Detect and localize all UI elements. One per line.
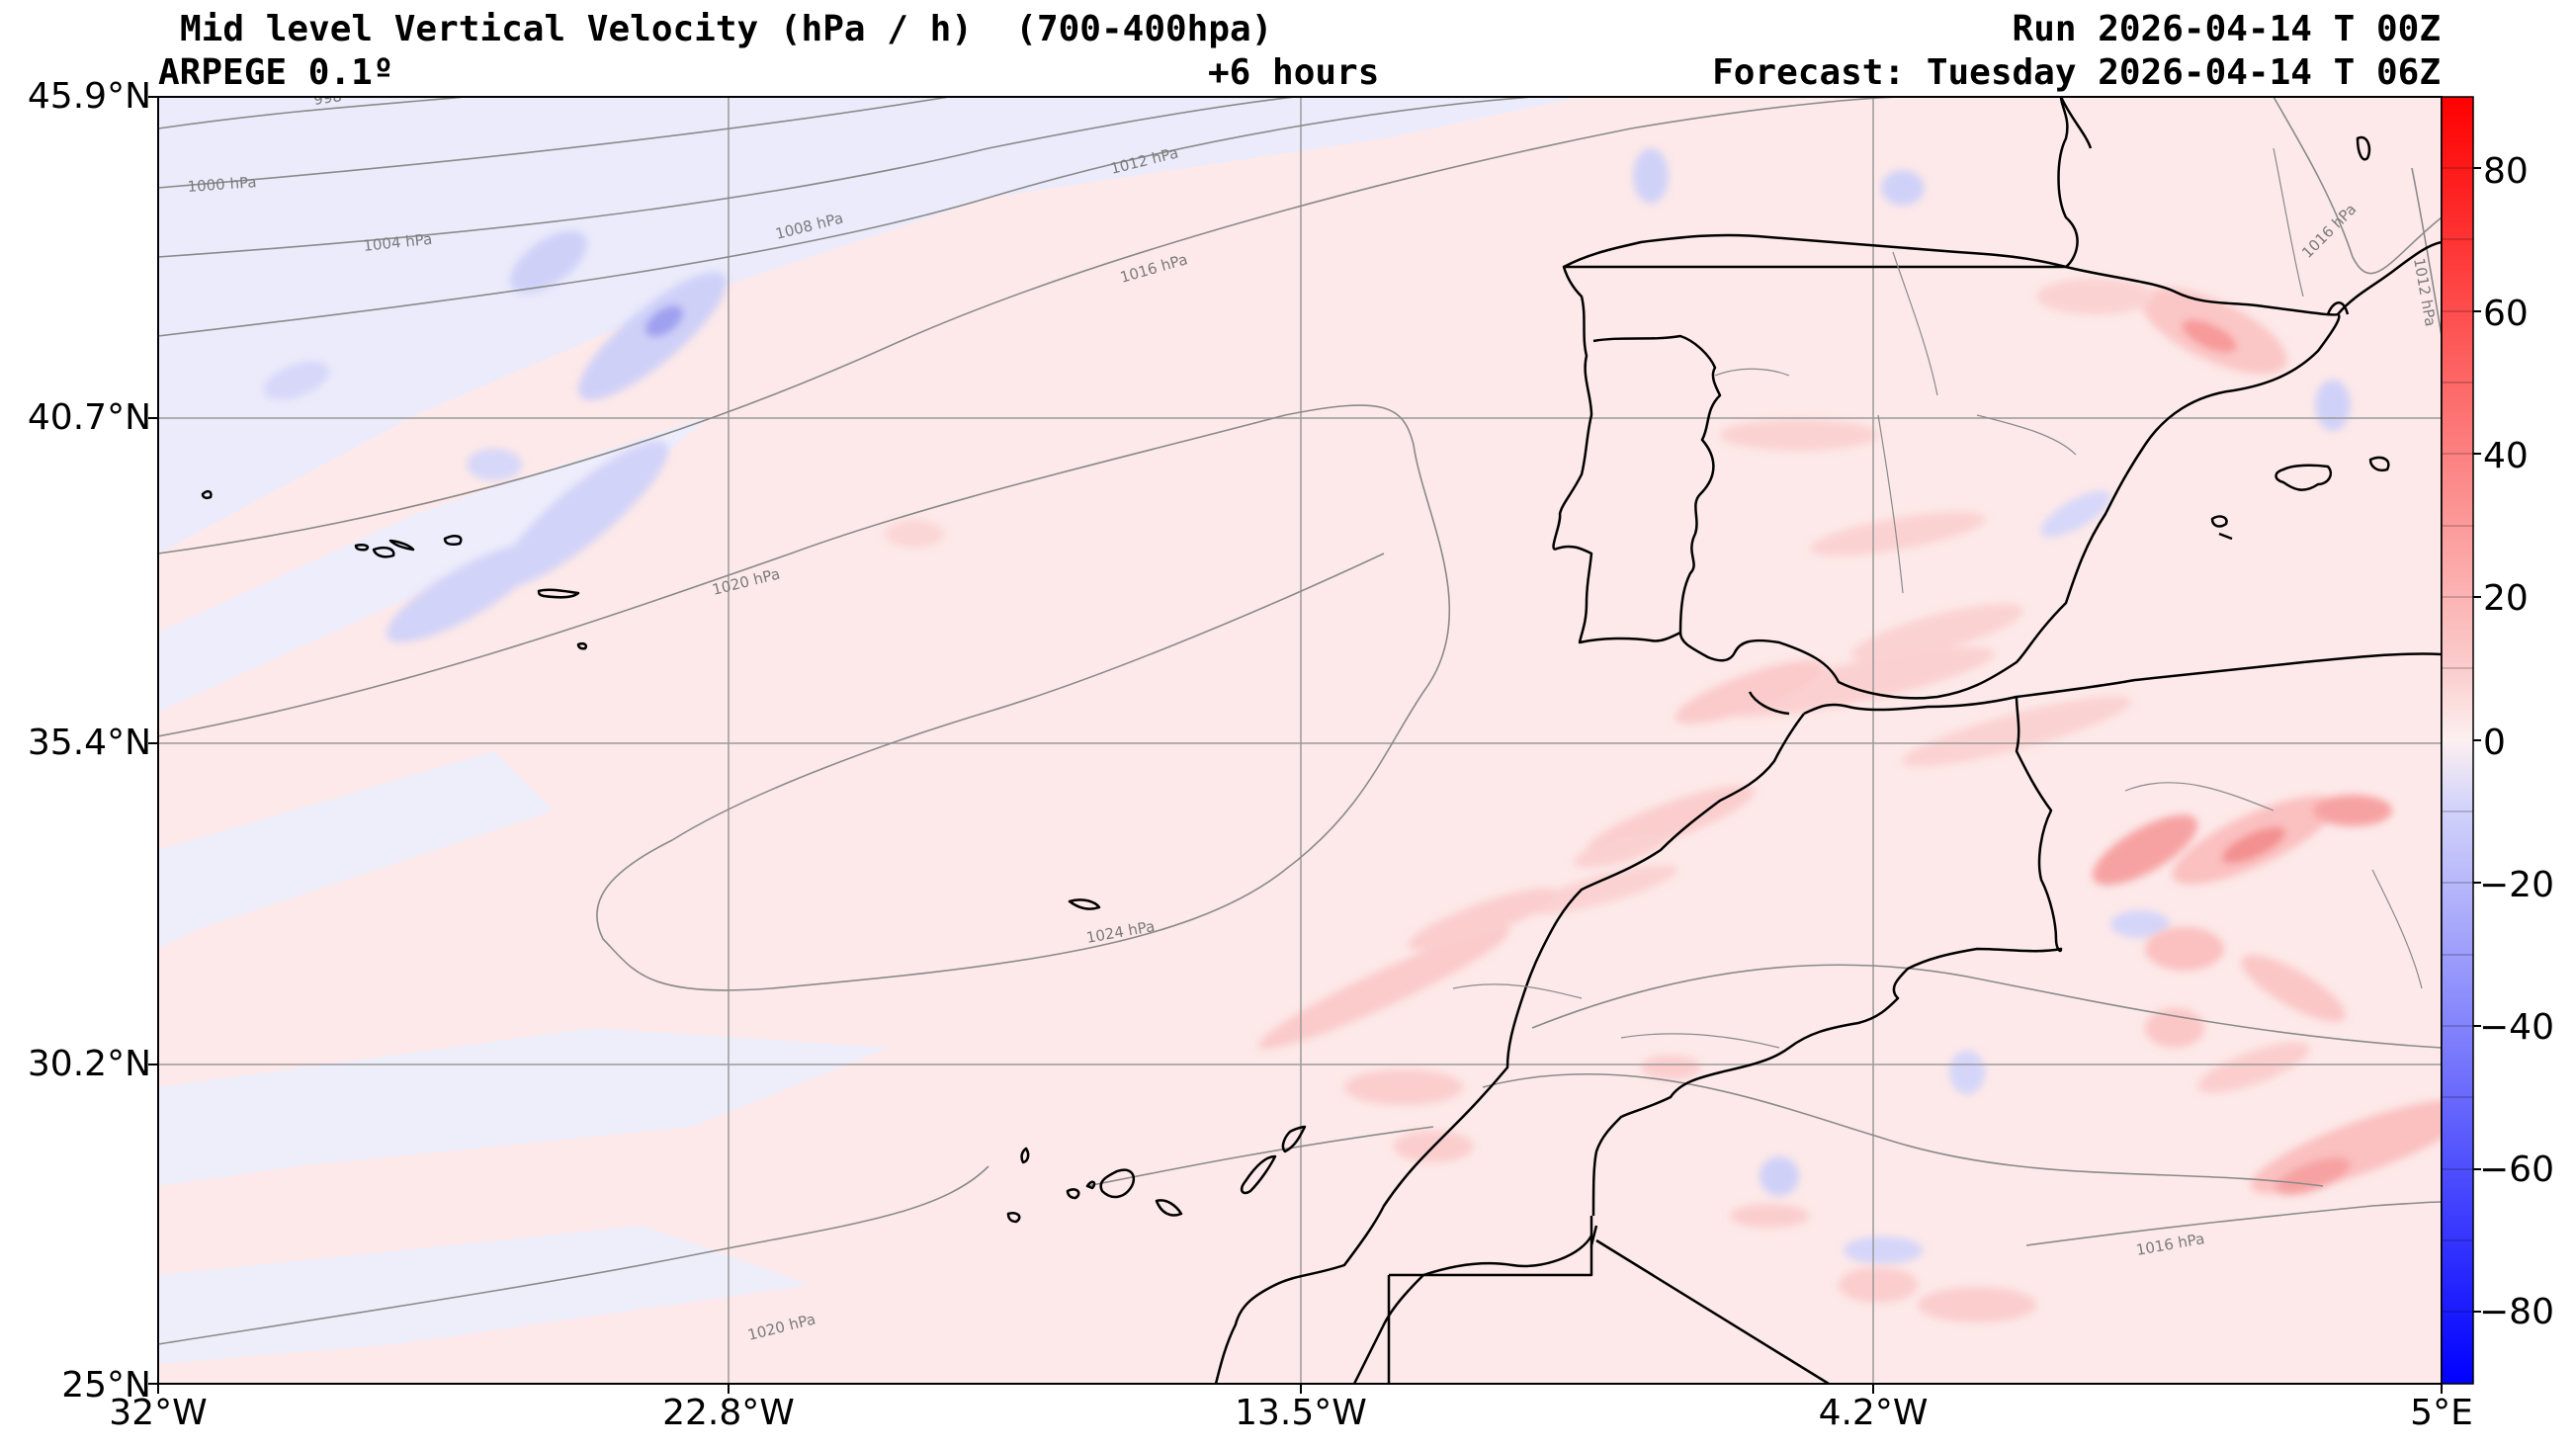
lat-tick-label: 40.7°N — [27, 397, 151, 438]
colorbar-tick-label: 20 — [2483, 578, 2529, 619]
axis-ticks — [148, 96, 2443, 1394]
colorbar-steps — [2442, 167, 2473, 1313]
colorbar — [2441, 96, 2481, 1385]
run-label: Run 2026-04-14 T 00Z — [2012, 9, 2441, 49]
lat-tick-label: 35.4°N — [27, 723, 151, 763]
negative-velocity-region — [158, 1226, 811, 1364]
negative-velocity-region — [158, 1028, 890, 1186]
model-label: ARPEGE 0.1º — [158, 52, 394, 93]
colorbar-ticks — [2473, 167, 2481, 1313]
map-field: 998 1000 hPa 1004 hPa 1008 hPa 1012 hPa … — [158, 87, 2442, 1384]
map-title: Mid level Vertical Velocity (hPa / h) (7… — [180, 9, 1273, 49]
negative-velocity-region — [158, 97, 1582, 554]
land-borders — [1452, 147, 2423, 1049]
isobars — [158, 97, 2442, 1345]
colorbar-tick-label: −20 — [2479, 865, 2554, 905]
colorbar-gradient — [2442, 97, 2473, 1384]
forecast-label: Forecast: Tuesday 2026-04-14 T 06Z — [1712, 52, 2441, 93]
positive-velocity-cells — [885, 279, 2442, 1322]
lat-tick-label: 45.9°N — [27, 76, 151, 117]
lat-tick-label: 25°N — [61, 1365, 151, 1405]
colorbar-tick-label: −40 — [2479, 1007, 2554, 1048]
isobar-label: 1000 hPa — [187, 173, 257, 196]
lead-time-label: +6 hours — [1208, 52, 1380, 93]
lon-tick-label: 22.8°W — [662, 1393, 795, 1433]
lon-tick-label: 5°E — [2410, 1393, 2473, 1433]
colorbar-tick-label: 0 — [2483, 723, 2506, 763]
isobar-label: 998 — [312, 87, 343, 109]
lat-tick-label: 30.2°N — [27, 1044, 151, 1084]
colorbar-tick-label: 80 — [2483, 151, 2529, 192]
lon-tick-label: 32°W — [109, 1393, 208, 1433]
colorbar-tick-label: 40 — [2483, 436, 2529, 476]
colorbar-tick-label: 60 — [2483, 294, 2529, 334]
negative-velocity-cells — [263, 148, 2351, 1264]
colorbar-tick-label: −80 — [2479, 1292, 2554, 1332]
graticule — [158, 97, 2442, 1384]
lon-tick-label: 13.5°W — [1235, 1393, 1367, 1433]
colorbar-tick-label: −60 — [2479, 1150, 2554, 1190]
negative-velocity-region — [158, 751, 554, 949]
coastlines — [201, 97, 2442, 1384]
lon-tick-label: 4.2°W — [1818, 1393, 1929, 1433]
